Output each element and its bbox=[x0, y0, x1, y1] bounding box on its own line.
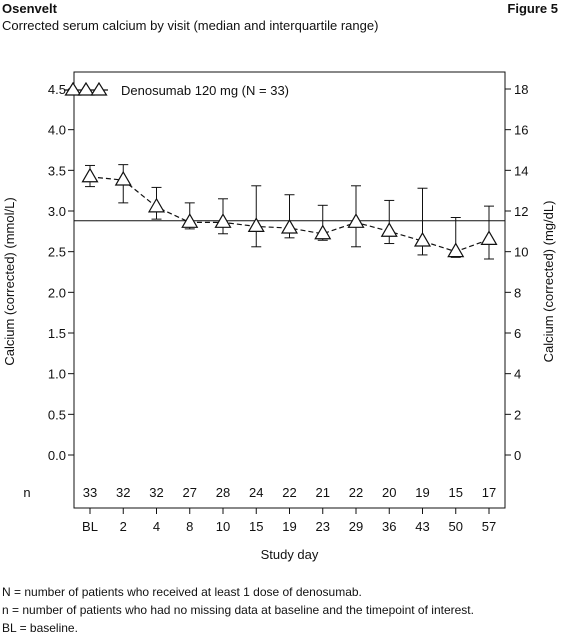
y-left-axis-title: Calcium (corrected) (mmol/L) bbox=[2, 197, 17, 365]
x-tick-label: 8 bbox=[186, 519, 193, 534]
median-marker bbox=[314, 224, 332, 240]
median-marker bbox=[380, 222, 398, 237]
median-marker bbox=[114, 170, 132, 186]
x-tick-label: 15 bbox=[249, 519, 263, 534]
plot-frame bbox=[73, 71, 506, 509]
y-left-tick-label: 0.5 bbox=[48, 407, 66, 422]
y-right-tick-label: 14 bbox=[514, 163, 528, 178]
x-tick-label: 36 bbox=[382, 519, 396, 534]
y-right-tick-label: 10 bbox=[514, 245, 528, 260]
y-left-tick-label: 2.0 bbox=[48, 285, 66, 300]
y-right-tick-label: 16 bbox=[514, 123, 528, 138]
median-marker bbox=[181, 213, 199, 228]
median-marker bbox=[214, 213, 232, 228]
y-right-axis-title: Calcium (corrected) (mg/dL) bbox=[541, 201, 556, 363]
x-axis-title: Study day bbox=[261, 547, 319, 562]
n-value: 21 bbox=[316, 485, 330, 500]
figure-subtitle: Corrected serum calcium by visit (median… bbox=[2, 18, 379, 33]
x-tick-label: 19 bbox=[282, 519, 296, 534]
x-tick-label: 4 bbox=[153, 519, 160, 534]
n-value: 20 bbox=[382, 485, 396, 500]
footnote-n-total: N = number of patients who received at l… bbox=[2, 585, 362, 599]
x-tick-label: 23 bbox=[316, 519, 330, 534]
y-left-tick-label: 4.5 bbox=[48, 82, 66, 97]
legend-marker bbox=[64, 81, 82, 96]
legend-label: Denosumab 120 mg (N = 33) bbox=[121, 83, 289, 98]
footnote-n-timepoint: n = number of patients who had no missin… bbox=[2, 603, 474, 617]
median-marker bbox=[447, 242, 465, 258]
y-right-tick-label: 4 bbox=[514, 367, 521, 382]
y-left-tick-label: 1.5 bbox=[48, 326, 66, 341]
x-tick-label: BL bbox=[82, 519, 98, 534]
x-tick-label: 10 bbox=[216, 519, 230, 534]
n-row-label: n bbox=[23, 485, 30, 500]
y-right-tick-label: 8 bbox=[514, 285, 521, 300]
n-value: 17 bbox=[482, 485, 496, 500]
n-value: 33 bbox=[83, 485, 97, 500]
median-marker bbox=[413, 231, 432, 247]
n-value: 15 bbox=[449, 485, 463, 500]
y-left-tick-label: 3.5 bbox=[48, 163, 66, 178]
n-value: 32 bbox=[116, 485, 130, 500]
y-left-tick-label: 4.0 bbox=[48, 123, 66, 138]
x-tick-label: 57 bbox=[482, 519, 496, 534]
y-left-tick-label: 1.0 bbox=[48, 367, 66, 382]
x-tick-label: 29 bbox=[349, 519, 363, 534]
drug-name: Osenvelt bbox=[2, 1, 57, 16]
median-marker bbox=[280, 218, 299, 234]
n-value: 27 bbox=[183, 485, 197, 500]
y-right-tick-label: 6 bbox=[514, 326, 521, 341]
n-value: 22 bbox=[349, 485, 363, 500]
y-right-tick-label: 12 bbox=[514, 204, 528, 219]
n-value: 22 bbox=[282, 485, 296, 500]
y-right-tick-label: 2 bbox=[514, 407, 521, 422]
legend-marker bbox=[77, 81, 95, 96]
n-value: 24 bbox=[249, 485, 263, 500]
footnote-baseline: BL = baseline. bbox=[2, 621, 78, 635]
x-tick-label: 50 bbox=[449, 519, 463, 534]
x-tick-label: 2 bbox=[120, 519, 127, 534]
y-left-tick-label: 2.5 bbox=[48, 245, 66, 260]
median-marker bbox=[81, 167, 99, 183]
median-marker bbox=[480, 230, 498, 246]
y-left-tick-label: 3.0 bbox=[48, 204, 66, 219]
legend-marker bbox=[90, 81, 108, 96]
median-marker bbox=[347, 213, 365, 228]
median-marker bbox=[147, 197, 166, 213]
y-right-tick-label: 18 bbox=[514, 82, 528, 97]
x-tick-label: 43 bbox=[415, 519, 429, 534]
median-marker bbox=[247, 217, 265, 232]
n-value: 19 bbox=[415, 485, 429, 500]
n-value: 32 bbox=[149, 485, 163, 500]
figure-label: Figure 5 bbox=[507, 1, 558, 16]
y-left-tick-label: 0.0 bbox=[48, 448, 66, 463]
y-right-tick-label: 0 bbox=[514, 448, 521, 463]
n-value: 28 bbox=[216, 485, 230, 500]
